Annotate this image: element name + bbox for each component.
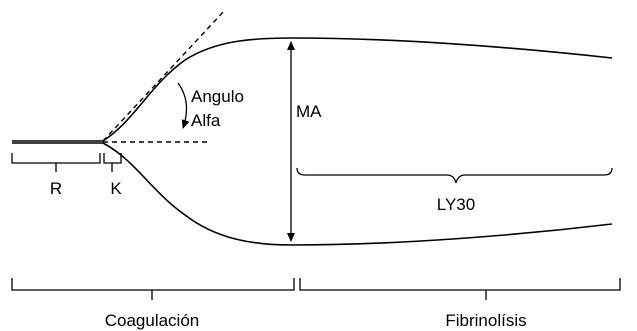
k-label: K [110, 179, 122, 198]
baseline-trace [12, 140, 103, 144]
lower-amplitude-curve [102, 142, 613, 246]
alpha-angle-label-line1: Angulo [191, 87, 244, 106]
r-label: R [50, 179, 62, 198]
alpha-angle-tangent-line [102, 9, 226, 142]
r-bracket [11, 153, 101, 172]
ly30-label: LY30 [437, 195, 475, 214]
coagulation-label: Coagulación [105, 311, 200, 330]
coagulation-bracket [11, 278, 295, 300]
k-bracket [103, 153, 122, 172]
alpha-angle-label-line2: Alfa [191, 111, 221, 130]
upper-amplitude-curve [102, 37, 613, 142]
alpha-angle-arc-arrow [177, 82, 190, 129]
ma-label: MA [296, 102, 322, 121]
fibrinolysis-label: Fibrinolísis [445, 311, 526, 330]
ly30-brace [296, 167, 613, 184]
fibrinolysis-bracket [299, 278, 621, 300]
